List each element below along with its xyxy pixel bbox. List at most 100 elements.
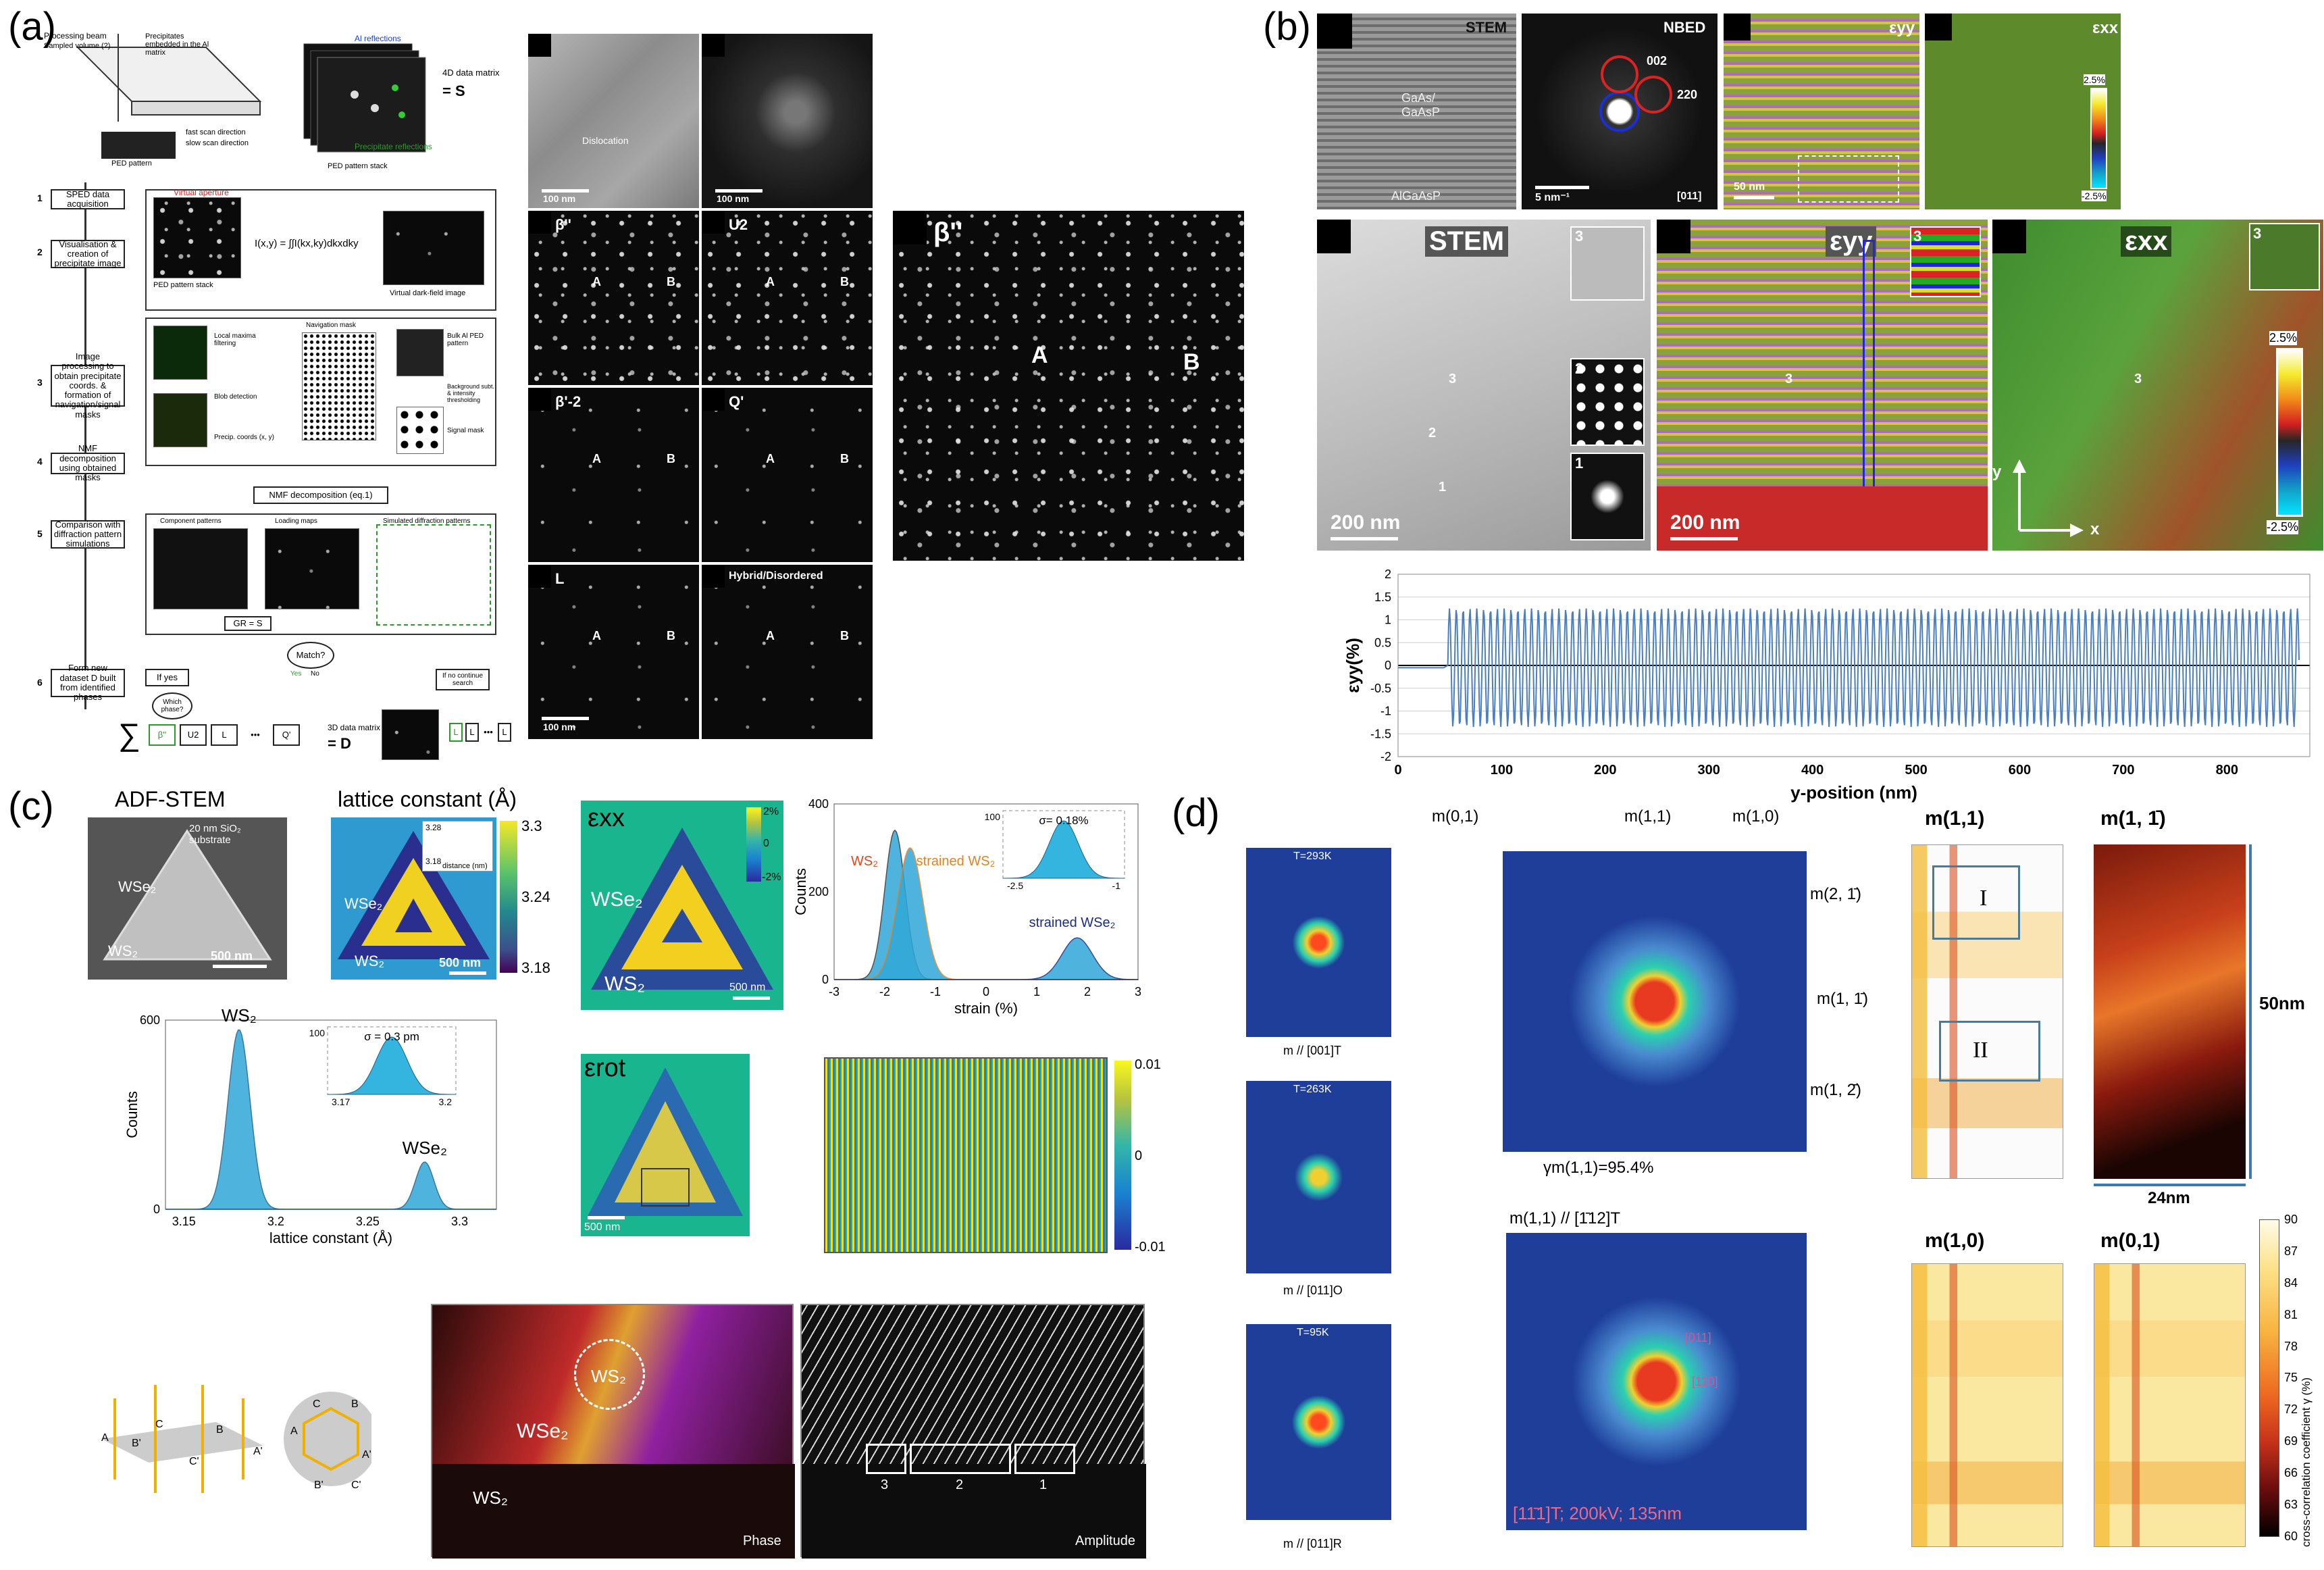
x-tick-label: 600 [2009, 763, 2031, 778]
inset-peak [1002, 820, 1125, 879]
marker-a: A [592, 452, 601, 465]
rot-cb-top: 0.01 [1135, 1057, 1161, 1072]
precip-reflections-text: Precipitate reflections [355, 142, 432, 151]
corner-marker [1657, 220, 1690, 253]
y-tick-label: -1.5 [1370, 727, 1391, 740]
rot-triangle [588, 1067, 743, 1216]
workflow-schematic: Processing beam Sampled volume (?) Preci… [37, 20, 511, 760]
scale-text: 200 nm [1331, 511, 1401, 534]
y-tick-label: 400 [808, 797, 829, 811]
strain-exx-large: εxx 3 3 2.5% -2.5% y x [1992, 220, 2323, 551]
sum-items: β'' U2 L ••• Q' [149, 724, 300, 746]
navigation-mask-text: Navigation mask [306, 322, 356, 329]
eyy-inset [1910, 226, 1981, 297]
map-title-m10: m(1,0) [1925, 1230, 1985, 1252]
dim-line-24 [2094, 1184, 2246, 1186]
rot-colorbar [1114, 1061, 1131, 1250]
corner-marker [528, 565, 551, 588]
panel-label-a: (a) [8, 5, 56, 49]
x-axis-label: y-position (nm) [1790, 782, 1917, 803]
inset-3 [1570, 226, 1645, 301]
dp-263k: T=263K [1246, 1081, 1391, 1273]
grs-box: GR = S [224, 616, 272, 631]
marker-a: A [766, 629, 775, 642]
loading-thumb [265, 528, 359, 609]
cb-tick: 78 [2284, 1339, 2298, 1353]
al-reflections-text: Al reflections [355, 34, 401, 43]
exx-cb-top: 2% [763, 806, 779, 817]
step-4-num: 4 [37, 456, 43, 467]
x-tick-label: 3.25 [356, 1215, 380, 1228]
inset-y-tick: 100 [985, 811, 1001, 822]
point-3: 3 [1449, 372, 1457, 386]
inset-3-label: 3 [1575, 228, 1584, 245]
lower-title: m(1,1) // [1̄12]T [1509, 1209, 1621, 1227]
corner-marker [893, 211, 927, 245]
lower-caption: [11̄1]T; 200kV; 135nm [1513, 1503, 1682, 1523]
inset-x-tick: 3.17 [332, 1096, 350, 1107]
marker-a: A [766, 452, 775, 465]
scale-bar [1734, 196, 1774, 199]
map-q: Q' A B [702, 388, 873, 562]
bilayer-schematic [101, 1385, 371, 1493]
rot-cb-bot: -0.01 [1135, 1240, 1166, 1255]
component-thumb [153, 528, 248, 609]
step-2-panel: PED pattern stack Virtual aperture I(x,y… [145, 188, 496, 311]
sum-item-beta: β'' [149, 724, 176, 746]
map-label: β'' [555, 216, 571, 233]
stem-large: STEM 3 2 1 3 2 1 200 nm [1317, 220, 1651, 551]
x-tick-label: 3.3 [451, 1215, 468, 1228]
stem-label: STEM [1466, 19, 1507, 36]
label-m1-2: m(1, 2̄) [1810, 1081, 1862, 1099]
colorbar [2090, 88, 2107, 189]
corner-marker [702, 211, 725, 234]
stem-label: STEM [1425, 226, 1509, 257]
strain-histogram: -3 -2 -1 0 1 2 3 0 200 400 strain (%) Counts σ= 0.18… [794, 797, 1141, 1017]
temp-95: T=95K [1297, 1327, 1329, 1338]
axes-arrows [2013, 459, 2084, 537]
strain-eyy-large: εyy 3 3 200 nm [1657, 220, 1988, 551]
step-3-box: Image processing to obtain precipitate c… [51, 351, 125, 419]
exx-cb-mid: 0 [763, 838, 769, 849]
annotation-strained-wse2: strained WSe₂ [1029, 915, 1116, 930]
cb-tick: 75 [2284, 1371, 2298, 1385]
lattice-inset-top: 3.28 [425, 823, 442, 832]
corner-marker [702, 565, 725, 588]
dim-24: 24nm [2148, 1189, 2190, 1207]
if-yes-box: If yes [145, 669, 189, 686]
marker-b: B [667, 452, 675, 465]
exx-inset-label: 3 [2253, 225, 2262, 242]
marker-b: B [1183, 349, 1200, 375]
matrix-label: 4D data matrix [442, 68, 500, 78]
cb-max: 2.5% [2084, 74, 2105, 85]
cb-tick: 81 [2284, 1307, 2298, 1321]
algaasp-label: AlGaAsP [1391, 189, 1441, 203]
point-1: 1 [1439, 480, 1447, 495]
reflection-002: 002 [1647, 54, 1668, 68]
flow-line [84, 182, 86, 709]
cc-colorbar-label: cross-correlation coefficient γ (%) [2300, 1377, 2313, 1547]
map-beta-dd: β'' A B [528, 211, 699, 385]
precip-coords-text: Precip. coords (x, y) [214, 434, 274, 441]
cb-tick: 87 [2284, 1244, 2298, 1258]
lattice-colorbar [500, 821, 517, 973]
scale-bar [715, 189, 763, 193]
sum-item-l: L [211, 724, 238, 746]
cb-min: -2.5% [2082, 191, 2107, 201]
y-tick-label: 200 [808, 885, 829, 898]
x-tick-label: 3.15 [172, 1215, 196, 1228]
simulated-box [376, 524, 491, 626]
cc-map-m01 [2094, 1263, 2246, 1547]
virtual-df-text: Virtual dark-field image [390, 289, 466, 297]
background-text: Background subt. & intensity thresholdin… [447, 383, 495, 403]
map-title-m01: m(0,1) [2100, 1230, 2161, 1252]
x-tick-label: 0 [983, 985, 989, 998]
map-u2: U2 A B [702, 211, 873, 385]
matrix3d-thumb [382, 709, 439, 760]
right-item-3: ••• [482, 723, 495, 742]
marker-a: A [592, 275, 601, 288]
step-3-panel: Local maxima filtering Blob detection Pr… [145, 318, 496, 466]
local-maxima-text: Local maxima filtering [214, 332, 256, 347]
nmf-box: NMF decomposition (eq.1) [253, 486, 388, 504]
marker-a: A [766, 275, 775, 288]
